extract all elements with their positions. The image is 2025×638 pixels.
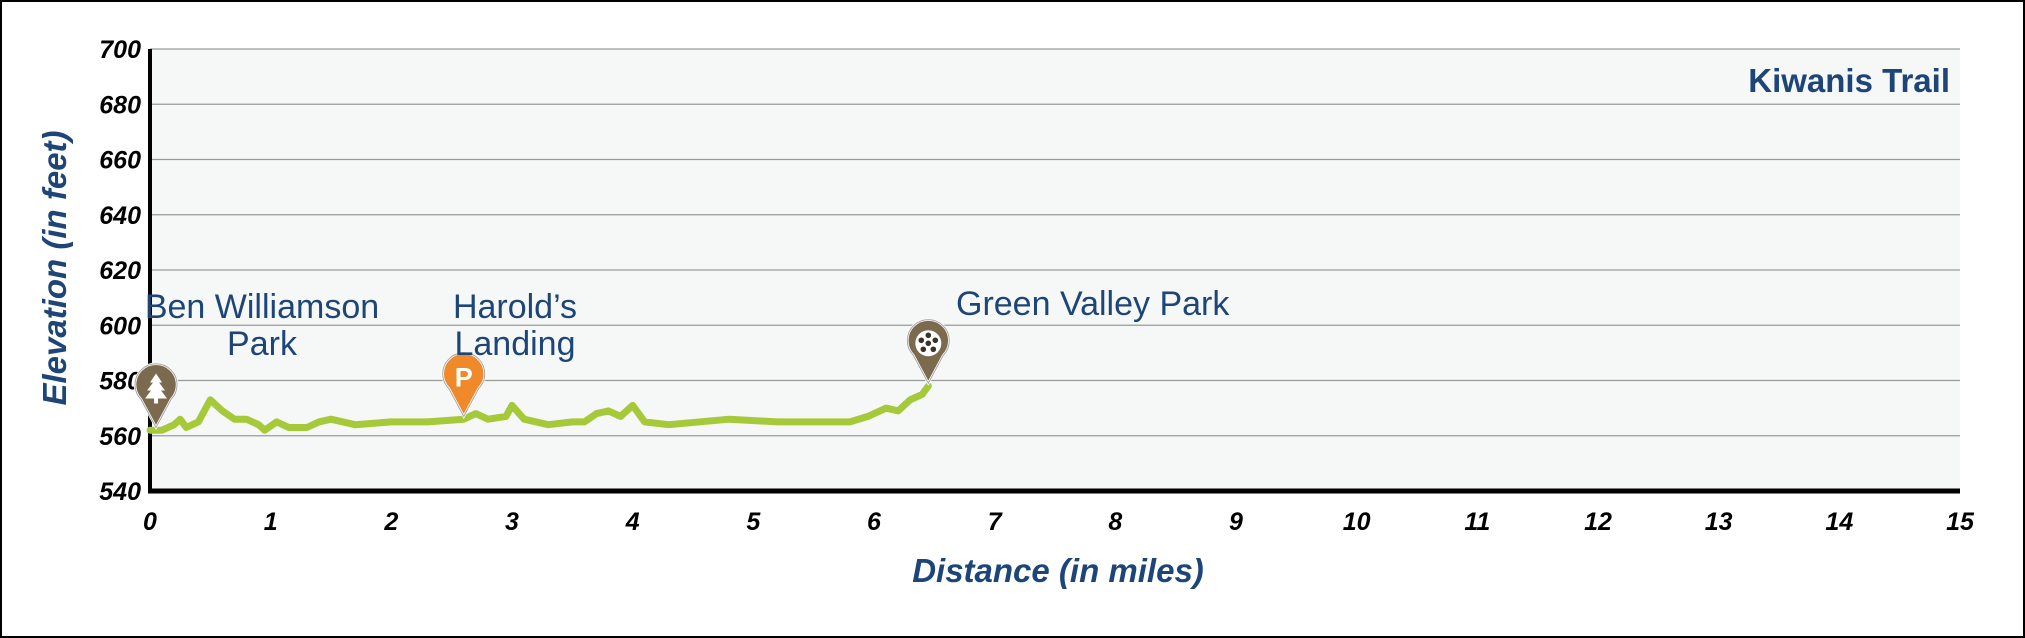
y-tick-label: 700 <box>99 36 141 64</box>
x-tick-label: 7 <box>988 508 1003 536</box>
x-tick-label: 13 <box>1705 508 1733 536</box>
x-tick-label: 15 <box>1946 508 1975 536</box>
poi-label-line: Ben Williamson <box>145 288 379 326</box>
poi-label-line: Landing <box>454 325 575 363</box>
x-tick-label: 5 <box>746 508 761 536</box>
soccer-ball-pin-icon <box>906 318 951 386</box>
y-tick-label: 660 <box>99 147 141 175</box>
y-tick-label: 620 <box>99 257 141 285</box>
x-tick-label: 6 <box>867 508 882 536</box>
x-tick-label: 12 <box>1584 508 1612 536</box>
poi-label: Harold’s Landing <box>453 288 577 363</box>
poi-label-line: Harold’s <box>453 288 577 326</box>
x-tick-label: 10 <box>1343 508 1371 536</box>
x-axis-title: Distance (in miles) <box>912 552 1204 589</box>
y-tick-label: 640 <box>99 202 141 230</box>
y-tick-label: 540 <box>99 478 141 506</box>
x-tick-label: 11 <box>1464 508 1490 536</box>
elevation-line <box>146 382 932 434</box>
poi-label: Green Valley Park <box>956 285 1230 323</box>
x-tick-label: 2 <box>383 508 398 536</box>
y-axis-title: Elevation (in feet) <box>36 130 73 405</box>
x-tick-labels: 0 1 2 3 4 5 6 7 8 9 10 11 12 13 14 15 <box>143 508 1975 536</box>
x-tick-label: 14 <box>1825 508 1853 536</box>
x-tick-label: 0 <box>143 508 157 536</box>
x-tick-label: 1 <box>264 508 278 536</box>
y-tick-label: 680 <box>99 91 141 119</box>
x-tick-label: 9 <box>1229 508 1243 536</box>
svg-text:P: P <box>455 362 473 392</box>
y-tick-label: 560 <box>99 423 141 451</box>
y-tick-label: 600 <box>99 312 141 340</box>
poi-label-line: Green Valley Park <box>956 285 1230 323</box>
x-tick-label: 8 <box>1108 508 1122 536</box>
poi-label: Ben Williamson Park <box>145 288 379 363</box>
chart-title: Kiwanis Trail <box>1748 62 1950 99</box>
x-tick-label: 3 <box>505 508 519 536</box>
series-group <box>146 382 932 434</box>
x-tick-label: 4 <box>625 508 640 536</box>
axes <box>148 49 1960 494</box>
poi-label-line: Park <box>227 325 298 363</box>
tree-pin-icon <box>133 362 179 431</box>
parking-pin-icon: P <box>441 351 486 420</box>
